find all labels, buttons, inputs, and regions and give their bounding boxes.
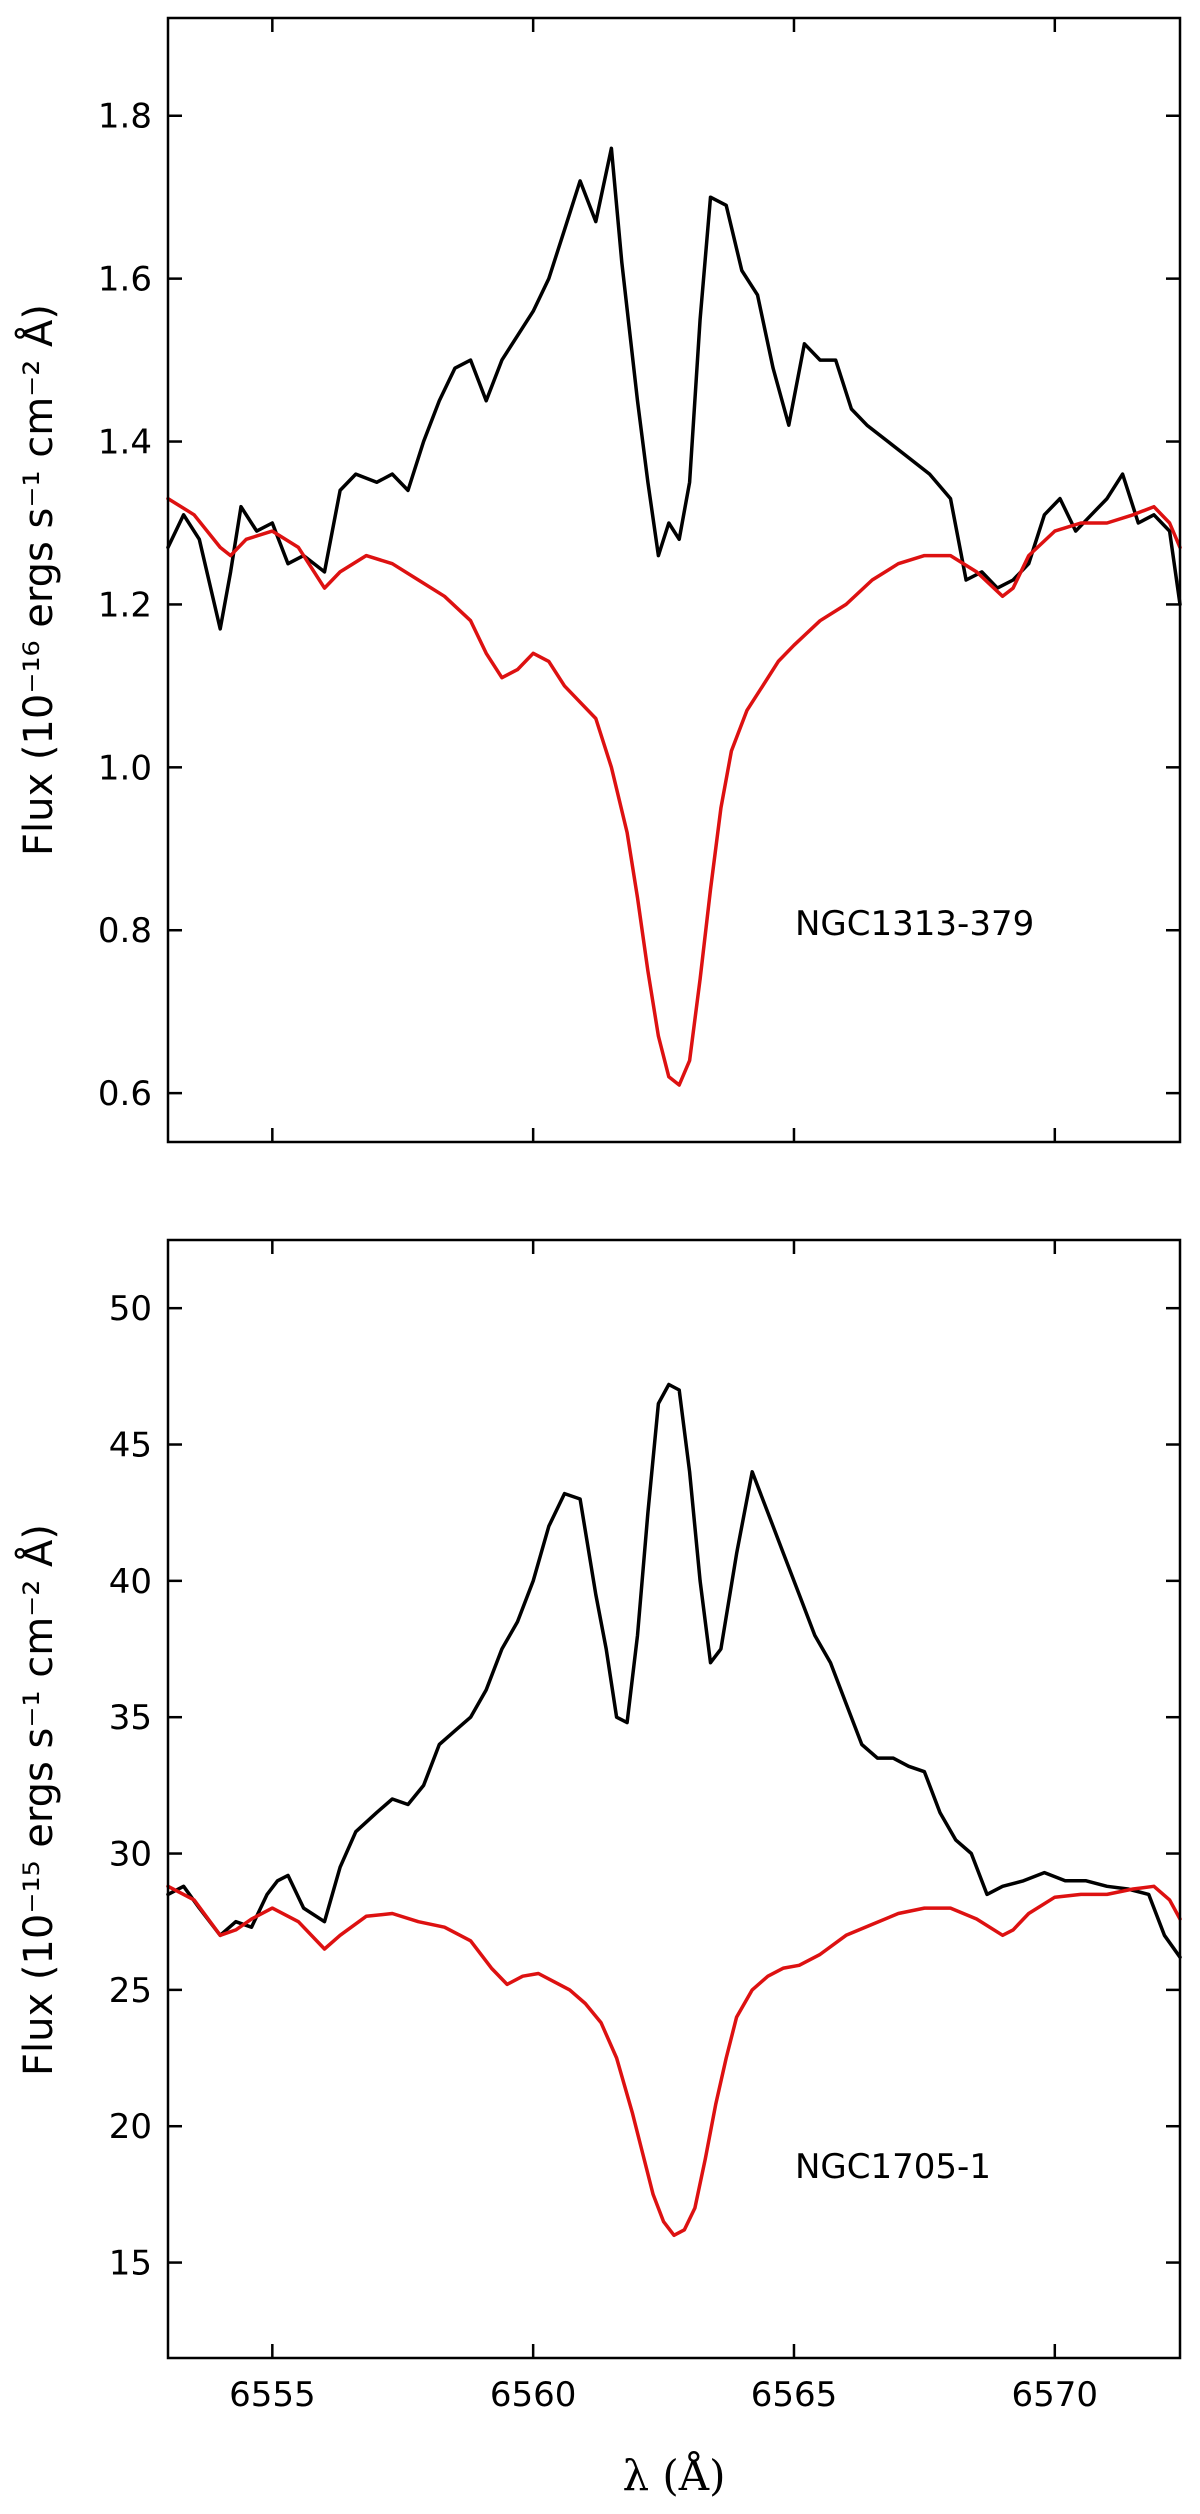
plot-frame <box>166 16 1182 1144</box>
plot-frame <box>166 1238 1182 2360</box>
panel-ngc1705-1: 15 20 25 30 35 40 45 50 6555 6560 6565 6570 NGC170… <box>14 1238 1182 2500</box>
y-tick-label: 35 <box>109 1698 152 1738</box>
x-tick-group: 6555 6560 6565 6570 <box>229 1240 1098 2415</box>
series-group <box>166 1382 1182 2238</box>
y-tick-label: 0.8 <box>98 911 152 951</box>
y-tick-label: 15 <box>109 2244 152 2284</box>
y-tick-group: 0.6 0.8 1.0 1.2 1.4 1.6 1.8 <box>98 97 1180 1114</box>
x-tick-label: 6570 <box>1012 2375 1099 2415</box>
model-spectrum-line <box>166 496 1182 1087</box>
y-tick-label: 1.8 <box>98 97 152 137</box>
y-tick-group: 15 20 25 30 35 40 45 50 <box>109 1289 1180 2284</box>
y-tick-label: 25 <box>109 1971 152 2011</box>
series-group <box>166 146 1182 1087</box>
y-axis-label: Flux (10⁻¹⁶ ergs s⁻¹ cm⁻² Å) <box>14 304 62 856</box>
y-tick-label: 1.4 <box>98 423 152 463</box>
y-tick-label: 1.6 <box>98 260 152 300</box>
x-tick-label: 6555 <box>229 2375 316 2415</box>
y-tick-label: 45 <box>109 1426 152 1466</box>
x-tick-group <box>271 18 1057 1142</box>
y-tick-label: 30 <box>109 1835 152 1875</box>
panel-annotation: NGC1313-379 <box>795 904 1034 944</box>
y-tick-label: 20 <box>109 2107 152 2147</box>
y-axis-label: Flux (10⁻¹⁵ ergs s⁻¹ cm⁻² Å) <box>14 1524 62 2076</box>
observed-spectrum-line <box>166 1382 1182 1959</box>
panel-annotation: NGC1705-1 <box>795 2147 991 2187</box>
observed-spectrum-line <box>166 146 1182 631</box>
y-tick-label: 1.2 <box>98 585 152 625</box>
y-tick-label: 0.6 <box>98 1074 152 1114</box>
x-tick-label: 6560 <box>490 2375 577 2415</box>
x-tick-label: 6565 <box>751 2375 838 2415</box>
model-spectrum-line <box>166 1884 1182 2238</box>
y-tick-label: 1.0 <box>98 748 152 788</box>
y-tick-label: 40 <box>109 1562 152 1602</box>
y-tick-label: 50 <box>109 1289 152 1329</box>
panel-ngc1313-379: 0.6 0.8 1.0 1.2 1.4 1.6 1.8 NGC1313-379 Flux (… <box>14 16 1182 1144</box>
x-axis-label: λ (Å) <box>622 2450 725 2500</box>
